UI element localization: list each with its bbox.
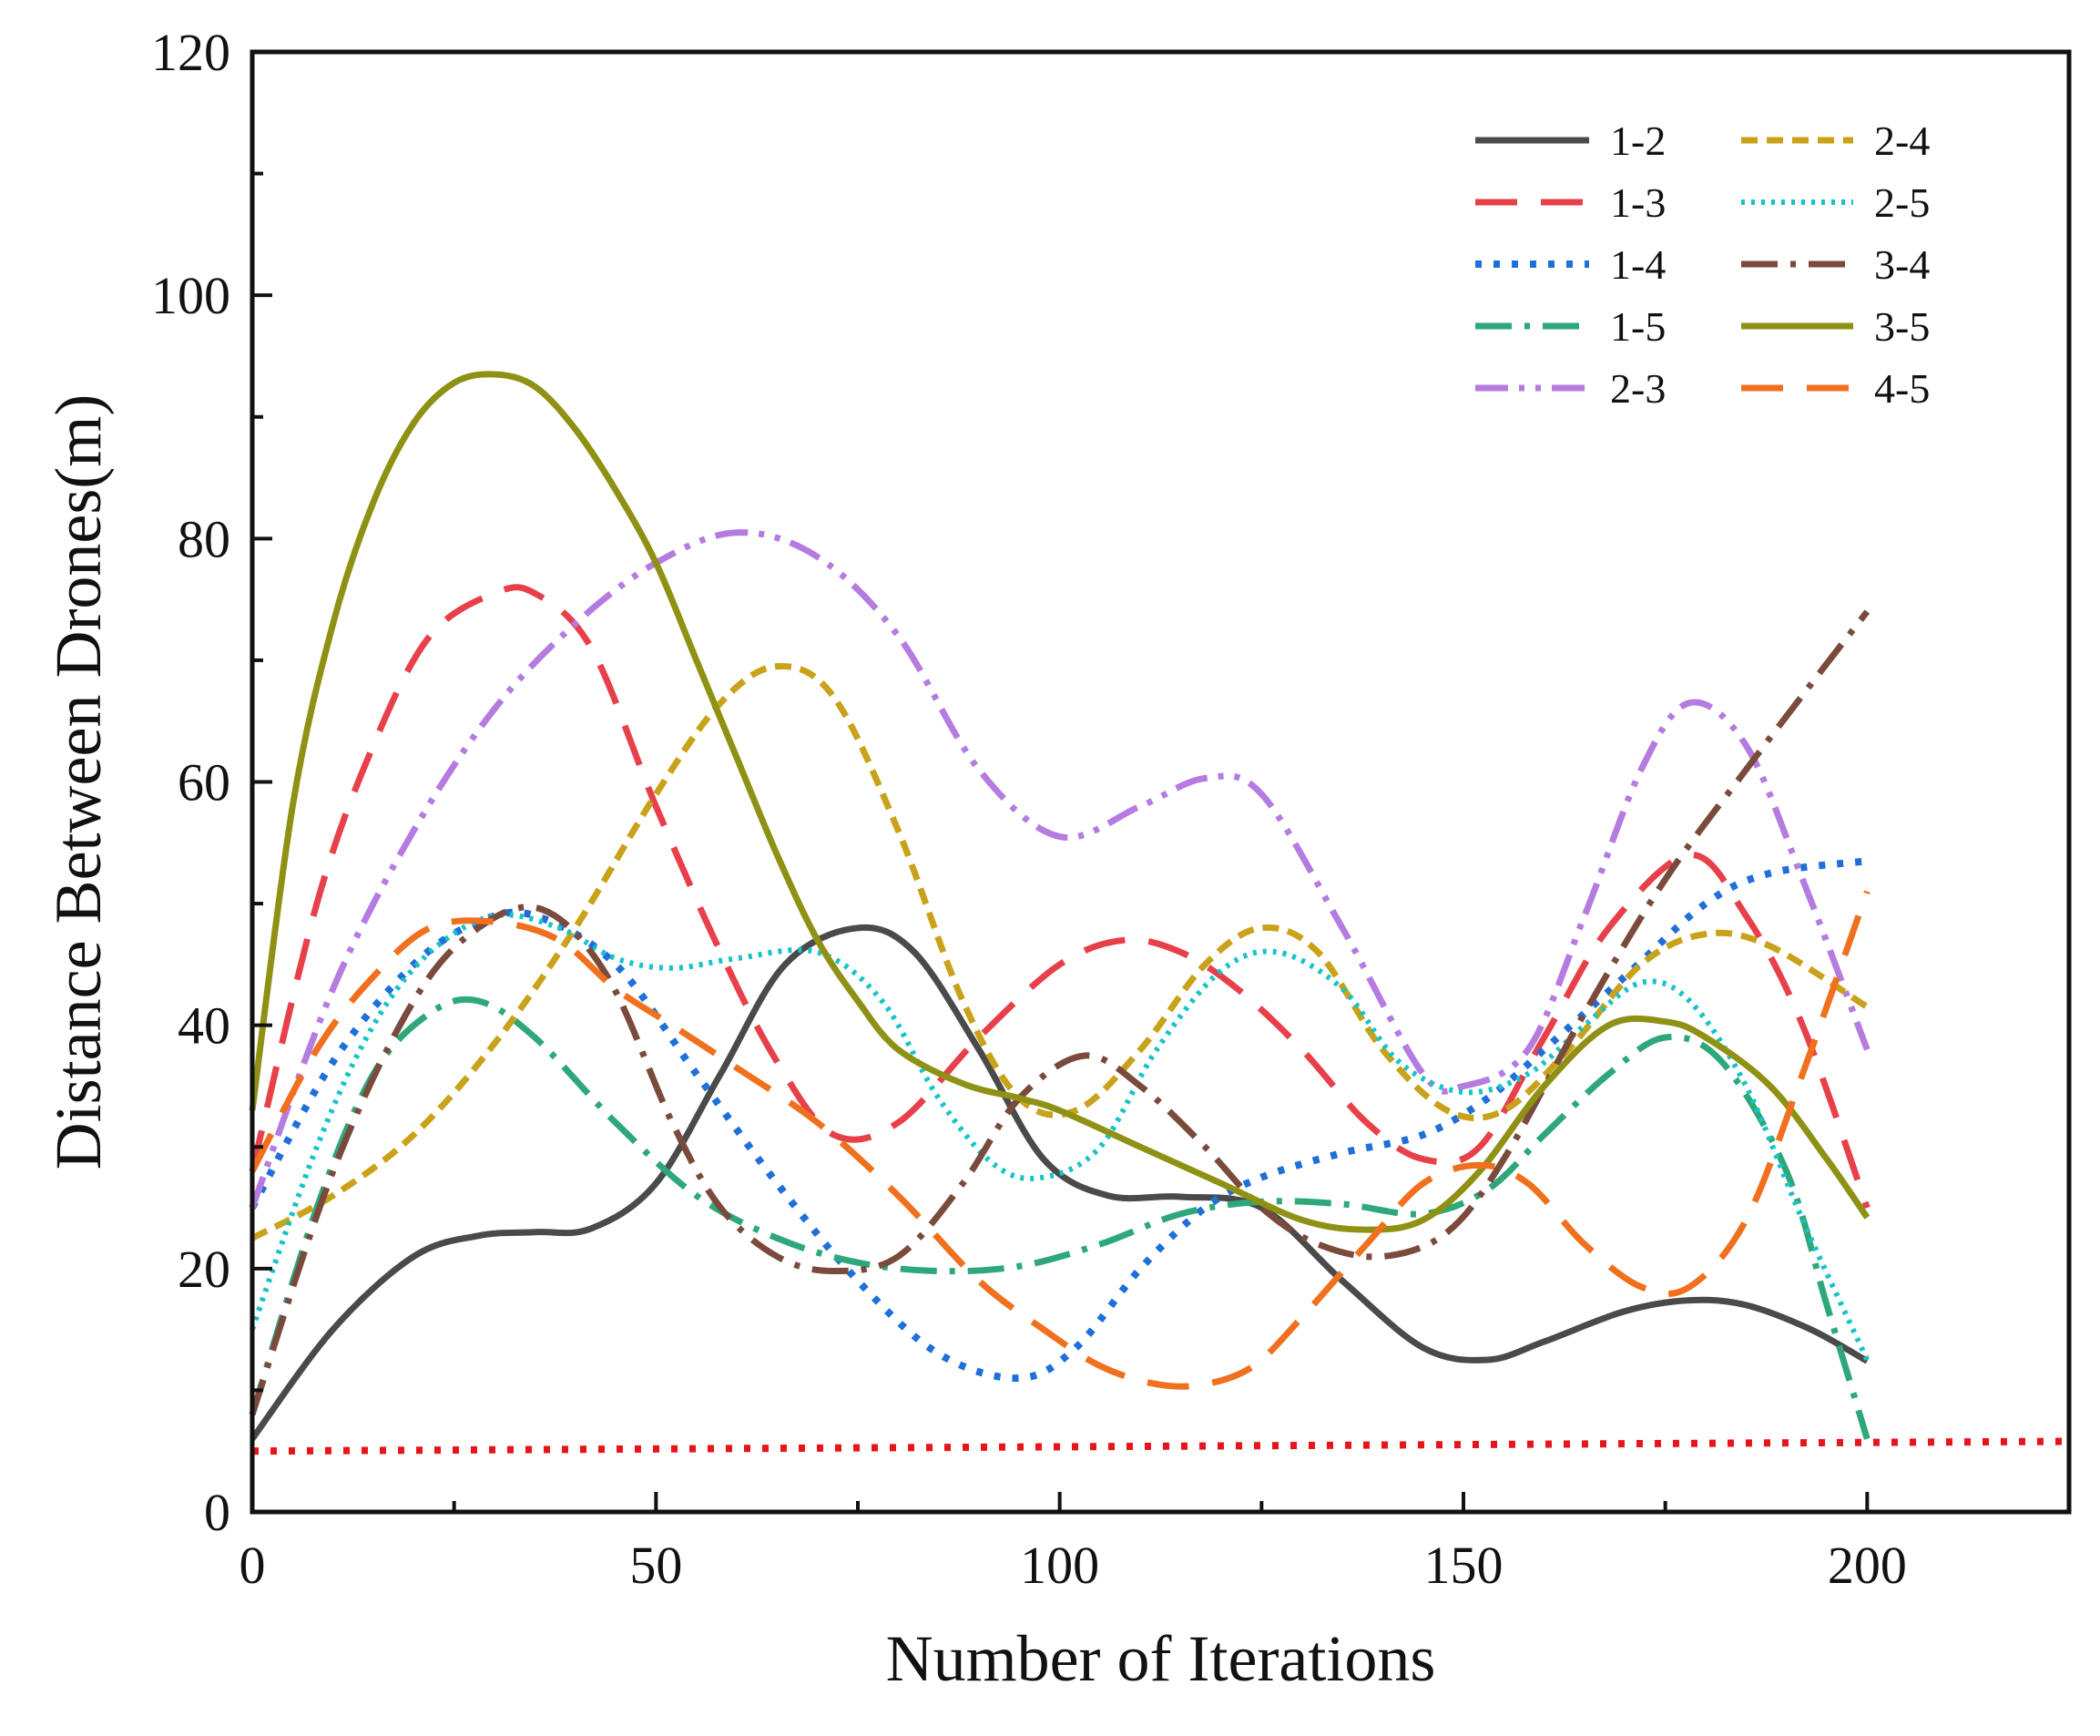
x-tick-label: 150: [1424, 1536, 1504, 1595]
y-tick-label: 0: [204, 1483, 230, 1542]
y-axis-title: Distance Between Drones(m): [42, 394, 115, 1170]
y-tick-label: 80: [178, 509, 230, 568]
y-tick-label: 60: [178, 753, 230, 812]
series-line-2-3: [249, 529, 1871, 1210]
legend: 1-2 1-3 1-4 1-5 2-3 2-4 2-5 3-4 3-5 4-5: [1475, 117, 1930, 412]
x-tick-label: 200: [1828, 1536, 1907, 1595]
series-line-3-5: [249, 371, 1871, 1233]
axes: 0 50 100 150 200 0 20 40 60 80 100 120: [151, 23, 2072, 1595]
x-tick-label: 50: [629, 1536, 682, 1595]
x-axis-title: Number of Iterations: [886, 1622, 1436, 1695]
legend-label-1-4: 1-4: [1610, 241, 1666, 288]
series-line-3-4: [249, 609, 1871, 1416]
legend-label-3-4: 3-4: [1874, 241, 1930, 288]
legend-label-1-5: 1-5: [1610, 303, 1666, 350]
y-tick-label: 20: [178, 1240, 230, 1299]
legend-label-4-5: 4-5: [1874, 365, 1930, 412]
legend-label-2-4: 2-4: [1874, 117, 1930, 164]
series-line-1-2: [250, 924, 1870, 1441]
legend-label-2-5: 2-5: [1874, 179, 1930, 226]
legend-label-1-3: 1-3: [1610, 179, 1666, 226]
series-line-1-5: [249, 996, 1871, 1440]
plot-lines: [249, 371, 2070, 1455]
y-tick-label: 40: [178, 996, 230, 1056]
y-tick-label: 120: [151, 23, 230, 82]
series-line-1-3: [249, 584, 1871, 1210]
series-line-safety: [251, 1437, 2070, 1455]
series-line-4-5: [249, 890, 1871, 1390]
legend-label-1-2: 1-2: [1610, 117, 1666, 164]
legend-label-3-5: 3-5: [1874, 303, 1930, 350]
legend-label-2-3: 2-3: [1610, 365, 1666, 412]
x-tick-label: 0: [240, 1536, 266, 1595]
x-tick-label: 100: [1020, 1536, 1099, 1595]
y-tick-label: 100: [151, 266, 230, 325]
